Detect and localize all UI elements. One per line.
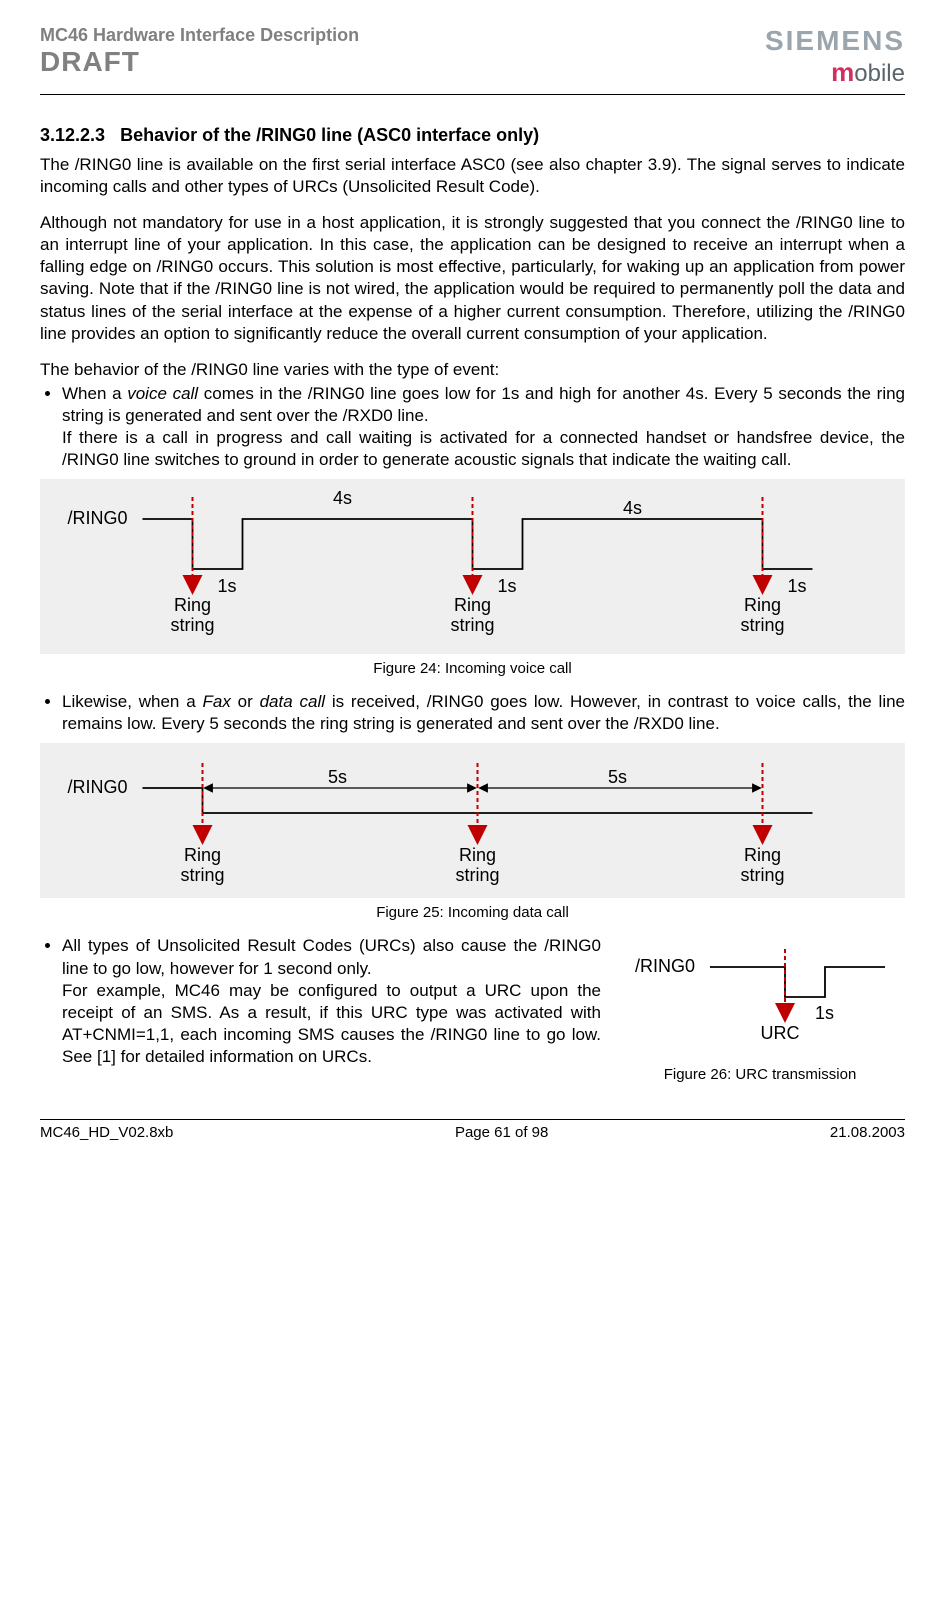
fig24-1s-2: 1s <box>498 576 517 596</box>
page-footer: MC46_HD_V02.8xb Page 61 of 98 21.08.2003 <box>40 1119 905 1141</box>
section-heading: 3.12.2.3 Behavior of the /RING0 line (AS… <box>40 125 905 146</box>
fig24-1s-1: 1s <box>218 576 237 596</box>
figure-25-caption: Figure 25: Incoming data call <box>40 904 905 921</box>
footer-left: MC46_HD_V02.8xb <box>40 1124 173 1141</box>
figure-25: /RING0 5s 5s Ring string Ring string Rin… <box>40 743 905 898</box>
bullet-list-2: Likewise, when a Fax or data call is rec… <box>40 691 905 735</box>
fig24-red-lines <box>193 497 763 585</box>
fig26-1s: 1s <box>815 1003 834 1023</box>
b1-italic: voice call <box>127 384 198 403</box>
fig25-rs-1b: string <box>180 865 224 885</box>
fig25-rs-1a: Ring <box>184 845 221 865</box>
section-title: Behavior of the /RING0 line (ASC0 interf… <box>120 125 539 145</box>
bullet-3: All types of Unsolicited Result Codes (U… <box>62 935 605 1068</box>
fig26-trace <box>710 967 885 997</box>
footer-right: 21.08.2003 <box>830 1124 905 1141</box>
fig26-urc: URC <box>761 1023 800 1043</box>
fig25-5s-1: 5s <box>328 767 347 787</box>
fig25-rs-3b: string <box>740 865 784 885</box>
fig25-ring-label: /RING0 <box>68 777 128 797</box>
b3-a: All types of Unsolicited Result Codes (U… <box>62 936 601 977</box>
fig25-red-lines <box>203 763 763 835</box>
fig24-4s-1: 4s <box>333 488 352 508</box>
fig24-4s-2: 4s <box>623 498 642 518</box>
bullet-2: Likewise, when a Fax or data call is rec… <box>62 691 905 735</box>
fig26-ring-label: /RING0 <box>635 956 695 976</box>
page-header: MC46 Hardware Interface Description DRAF… <box>40 25 905 95</box>
b1-c: If there is a call in progress and call … <box>62 428 905 469</box>
fig24-rs-3b: string <box>740 615 784 635</box>
b2-a: Likewise, when a <box>62 692 202 711</box>
fig24-ring-label: /RING0 <box>68 508 128 528</box>
b1-a: When a <box>62 384 127 403</box>
draft-label: DRAFT <box>40 46 359 78</box>
fig25-rs-2a: Ring <box>459 845 496 865</box>
bullet-list-1: When a voice call comes in the /RING0 li… <box>40 383 905 471</box>
header-left: MC46 Hardware Interface Description DRAF… <box>40 25 359 78</box>
fig24-rs-2a: Ring <box>454 595 491 615</box>
figure-26-svg: /RING0 1s URC <box>615 937 905 1057</box>
fig24-rs-3a: Ring <box>744 595 781 615</box>
footer-center: Page 61 of 98 <box>455 1124 548 1141</box>
fig25-5s-2: 5s <box>608 767 627 787</box>
figure-25-svg: /RING0 5s 5s Ring string Ring string Rin… <box>40 743 905 898</box>
b2-b: or <box>231 692 260 711</box>
b3-b: For example, MC46 may be configured to o… <box>62 981 601 1066</box>
figure-24-svg: /RING0 4s 4s 1s 1s 1s Ring string Ring s… <box>40 479 905 654</box>
fig24-rs-1b: string <box>170 615 214 635</box>
figure-26-block: /RING0 1s URC Figure 26: URC transmissio… <box>615 937 905 1097</box>
fig24-trace <box>143 519 813 569</box>
section-number: 3.12.2.3 <box>40 125 105 145</box>
fig24-1s-3: 1s <box>788 576 807 596</box>
brand-bottom: mobile <box>765 57 905 88</box>
figure-26-caption: Figure 26: URC transmission <box>615 1066 905 1083</box>
paragraph-3: The behavior of the /RING0 line varies w… <box>40 359 905 381</box>
fig25-rs-3a: Ring <box>744 845 781 865</box>
figure-24: /RING0 4s 4s 1s 1s 1s Ring string Ring s… <box>40 479 905 654</box>
paragraph-1: The /RING0 line is available on the firs… <box>40 154 905 198</box>
bullet-list-3: All types of Unsolicited Result Codes (U… <box>40 935 605 1068</box>
fig24-rs-2b: string <box>450 615 494 635</box>
brand-top: SIEMENS <box>765 25 905 57</box>
logo-block: SIEMENS mobile <box>765 25 905 88</box>
doc-title: MC46 Hardware Interface Description <box>40 25 359 46</box>
fig25-rs-2b: string <box>455 865 499 885</box>
bullet-1: When a voice call comes in the /RING0 li… <box>62 383 905 471</box>
figure-24-caption: Figure 24: Incoming voice call <box>40 660 905 677</box>
brand-m: m <box>831 57 854 87</box>
b2-italic1: Fax <box>202 692 230 711</box>
fig24-rs-1a: Ring <box>174 595 211 615</box>
brand-rest: obile <box>854 60 905 87</box>
b2-italic2: data call <box>260 692 325 711</box>
paragraph-2: Although not mandatory for use in a host… <box>40 212 905 345</box>
